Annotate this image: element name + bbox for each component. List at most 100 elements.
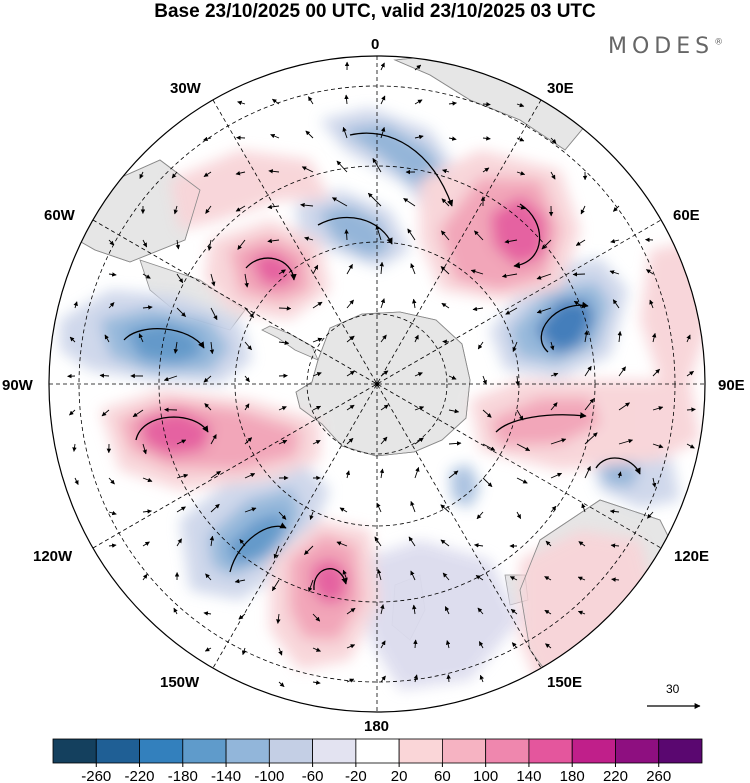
wind-vector xyxy=(346,644,356,649)
wind-vector xyxy=(512,341,518,353)
wind-vector xyxy=(376,502,382,513)
wind-vector xyxy=(304,236,314,241)
wind-vector xyxy=(610,543,620,548)
colorbar-swatch xyxy=(95,738,140,764)
wind-vector xyxy=(205,573,212,581)
wind-vector xyxy=(244,507,257,513)
wind-vector xyxy=(99,373,110,378)
wind-vector xyxy=(69,336,76,343)
wind-vector xyxy=(550,341,555,351)
wind-vector xyxy=(550,472,563,479)
wind-vector xyxy=(312,301,323,309)
negative-anomaly-southwest-core xyxy=(226,512,286,566)
wind-vector xyxy=(244,307,255,318)
wind-vector xyxy=(176,473,189,479)
wind-vector xyxy=(312,372,322,377)
wind-vector xyxy=(573,300,586,309)
wind-vector xyxy=(476,511,484,520)
colorbar-tick-label: 260 xyxy=(646,768,671,783)
lon-label-30w: 30W xyxy=(170,80,201,97)
wind-vector xyxy=(372,158,382,173)
wind-vector xyxy=(380,404,389,411)
lon-label-90e: 90E xyxy=(718,377,745,394)
wind-vector xyxy=(414,64,422,71)
wind-vector xyxy=(550,372,559,377)
wind-vector xyxy=(617,330,622,343)
wind-vector xyxy=(544,609,552,615)
wind-vector xyxy=(367,192,382,207)
brand-name: MODES xyxy=(608,34,715,59)
wind-vector xyxy=(342,126,348,139)
wind-vector xyxy=(412,298,417,309)
colorbar-swatch xyxy=(225,738,270,764)
wind-vector xyxy=(482,477,493,488)
wind-vector xyxy=(305,130,314,139)
wind-vector xyxy=(572,272,586,277)
colorbar-tick-label: -180 xyxy=(168,768,198,783)
wind-vector xyxy=(244,341,252,351)
wind-vector xyxy=(651,332,657,343)
wind-vector xyxy=(176,273,184,284)
wind-vector xyxy=(482,443,496,451)
wind-vector xyxy=(173,607,178,615)
wind-vector xyxy=(510,608,518,615)
wind-vector xyxy=(414,437,424,445)
lon-label-150e: 150E xyxy=(547,674,583,691)
wind-vector xyxy=(72,443,77,452)
wind-vector xyxy=(536,273,552,280)
lon-label-120e: 120E xyxy=(674,548,710,565)
wind-vector xyxy=(686,334,691,343)
wind-vector xyxy=(584,365,592,377)
wind-vector xyxy=(238,613,246,620)
wind-vector xyxy=(504,239,518,244)
colorbar-tick-label: 220 xyxy=(603,768,628,783)
wind-vector xyxy=(312,405,322,411)
colorbar-tick-label: 20 xyxy=(391,768,408,783)
positive-anomaly-northwest xyxy=(170,150,330,230)
colorbar-tick-label: -140 xyxy=(211,768,241,783)
wind-vector xyxy=(482,167,490,173)
wind-vector xyxy=(478,641,484,649)
wind-vector xyxy=(108,477,115,485)
colorbar-swatch xyxy=(52,738,97,764)
wind-vector xyxy=(309,511,314,521)
colorbar-swatch xyxy=(268,738,313,764)
wind-vector xyxy=(410,263,416,275)
wind-vector xyxy=(104,334,110,343)
wind-vector xyxy=(446,674,451,683)
wind-vector xyxy=(278,647,283,656)
colorbar-tick-label: 100 xyxy=(473,768,498,783)
wind-vector xyxy=(132,409,144,418)
lon-label-180: 180 xyxy=(364,718,390,735)
lon-label-150w: 150W xyxy=(160,674,200,691)
lon-label-30e: 30E xyxy=(547,80,574,97)
wind-vector xyxy=(380,126,386,139)
wind-vector xyxy=(342,569,348,581)
colorbar-swatch xyxy=(355,738,400,764)
positive-anomaly-far-southeast xyxy=(520,530,660,690)
wind-vector xyxy=(515,375,520,386)
wind-vector xyxy=(448,101,457,106)
wind-vector xyxy=(505,307,518,315)
wind-vector xyxy=(205,205,212,214)
colorbar-tick-label: -20 xyxy=(345,768,367,783)
wind-vector xyxy=(482,136,491,141)
wind-vector xyxy=(308,96,314,105)
wind-vector xyxy=(612,299,620,309)
wind-vector xyxy=(482,102,491,107)
lon-label-60w: 60W xyxy=(44,207,75,224)
wind-vector xyxy=(647,511,654,519)
wind-vector xyxy=(380,95,386,105)
wind-vector xyxy=(482,375,487,385)
wind-vector xyxy=(618,366,626,377)
wind-vector xyxy=(544,576,552,581)
wind-vector xyxy=(440,266,450,275)
wind-vector xyxy=(413,674,419,683)
wind-vector xyxy=(410,500,416,513)
wind-vector xyxy=(312,439,321,445)
wind-vector xyxy=(142,239,148,248)
wind-vector xyxy=(516,511,522,519)
wind-vector xyxy=(403,198,416,207)
wind-vector xyxy=(448,470,459,479)
wind-vector xyxy=(374,536,382,547)
